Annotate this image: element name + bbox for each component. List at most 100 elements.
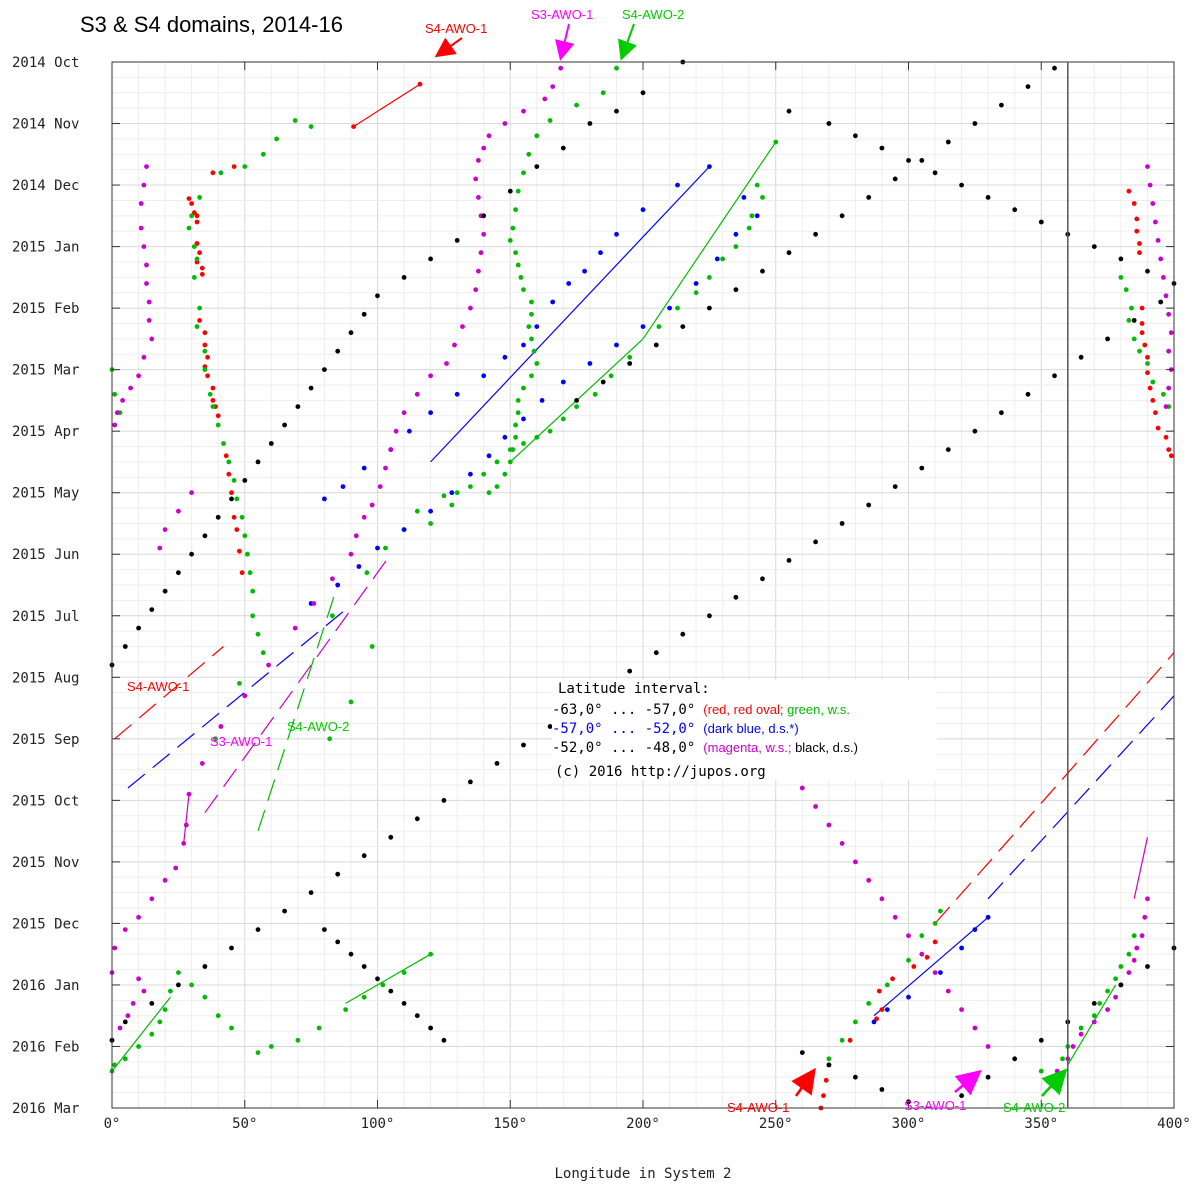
data-point-green xyxy=(1105,988,1110,994)
data-point-blue xyxy=(502,434,508,440)
data-point-green xyxy=(507,238,513,243)
data-point-magenta xyxy=(141,182,147,188)
data-point-black xyxy=(680,631,686,637)
track-line xyxy=(127,609,346,789)
data-point-green xyxy=(189,213,195,219)
data-point-green xyxy=(773,139,779,145)
data-point-green xyxy=(213,736,218,742)
data-point-green xyxy=(608,373,614,379)
data-point-black xyxy=(1038,219,1044,225)
data-point-green xyxy=(234,496,240,502)
data-point-black xyxy=(428,1025,433,1031)
track-line xyxy=(204,553,392,814)
data-point-magenta xyxy=(1166,311,1172,317)
data-point-black xyxy=(122,1019,128,1025)
data-point-green xyxy=(592,391,598,397)
data-point-magenta xyxy=(162,527,168,532)
data-point-red xyxy=(199,271,205,277)
data-point-red xyxy=(197,250,203,256)
y-tick-label: 2015 Jul xyxy=(12,609,79,625)
data-point-green xyxy=(186,225,192,231)
data-point-black xyxy=(760,576,765,582)
data-point-red xyxy=(1126,188,1132,194)
data-point-green xyxy=(513,434,518,440)
data-point-magenta xyxy=(414,391,420,397)
ann-s3awo1-bottom: S3-AWO-1 xyxy=(904,1098,966,1113)
data-point-magenta xyxy=(444,361,449,366)
track-line xyxy=(934,652,1175,924)
data-point-magenta xyxy=(114,410,120,416)
data-point-green xyxy=(250,613,256,619)
data-point-blue xyxy=(714,256,720,262)
data-point-blue xyxy=(587,361,593,366)
data-point-green xyxy=(191,275,197,280)
data-point-green xyxy=(866,1001,872,1006)
data-point-black xyxy=(149,1001,155,1006)
data-point-black xyxy=(653,650,659,656)
track-line xyxy=(353,83,421,128)
legend-row-1: -63,0° ... -57,0° (red, red oval; green,… xyxy=(552,701,850,718)
data-point-green xyxy=(938,908,943,914)
data-point-black xyxy=(375,293,380,299)
data-point-black xyxy=(786,250,792,256)
data-point-black xyxy=(335,871,341,877)
data-point-magenta xyxy=(1163,293,1169,299)
data-point-black xyxy=(242,478,248,483)
data-point-blue xyxy=(449,490,455,496)
data-point-blue xyxy=(468,471,473,477)
data-point-magenta xyxy=(1150,201,1156,206)
data-point-blue xyxy=(566,281,572,286)
data-point-black xyxy=(295,404,301,409)
data-point-magenta xyxy=(112,945,118,951)
data-point-blue xyxy=(871,1019,877,1025)
data-point-green xyxy=(560,416,566,422)
data-point-green xyxy=(231,478,237,483)
track-line xyxy=(257,584,339,832)
data-point-blue xyxy=(693,281,699,286)
data-point-magenta xyxy=(136,976,142,982)
data-point-red xyxy=(417,81,423,87)
legend-range-1: -63,0° ... -57,0° xyxy=(552,702,695,718)
data-point-green xyxy=(1097,1001,1103,1006)
data-point-magenta xyxy=(813,804,818,809)
data-point-green xyxy=(364,570,370,576)
data-point-magenta xyxy=(460,324,465,329)
data-point-black xyxy=(534,164,540,170)
legend-magenta-label: (magenta, w.s.; xyxy=(703,740,795,755)
data-point-green xyxy=(507,447,513,452)
data-point-black xyxy=(839,521,845,526)
track-line xyxy=(114,646,224,740)
data-point-green xyxy=(486,490,492,496)
y-tick-label: 2014 Nov xyxy=(12,117,79,133)
arrow-s4awo2-top xyxy=(618,23,637,61)
data-point-blue xyxy=(707,164,712,170)
data-point-magenta xyxy=(157,545,163,551)
data-point-blue xyxy=(582,268,587,274)
data-point-red xyxy=(205,373,211,379)
data-point-magenta xyxy=(112,422,118,428)
data-point-black xyxy=(322,927,327,932)
data-point-black xyxy=(268,441,274,446)
annotations-middle: S4-AWO-1 S3-AWO-1 S4-AWO-2 xyxy=(127,679,349,749)
data-point-red xyxy=(1139,321,1145,326)
data-point-magenta xyxy=(1139,933,1145,939)
data-point-black xyxy=(388,834,394,840)
data-point-green xyxy=(255,631,261,637)
data-point-black xyxy=(932,170,938,176)
data-point-red xyxy=(215,413,221,419)
data-point-black xyxy=(1012,207,1018,213)
data-point-green xyxy=(529,299,534,305)
grid xyxy=(111,61,1175,1109)
data-point-green xyxy=(760,195,765,200)
data-point-blue xyxy=(375,545,380,551)
data-point-magenta xyxy=(1105,1007,1110,1012)
data-point-blue xyxy=(614,342,619,348)
data-point-black xyxy=(680,324,686,329)
data-point-black xyxy=(176,570,181,576)
data-point-black xyxy=(1091,1001,1097,1006)
x-tick-label: 50° xyxy=(232,1116,257,1132)
data-point-black xyxy=(560,145,566,151)
data-point-blue xyxy=(906,994,911,1000)
data-point-green xyxy=(749,213,755,219)
data-point-black xyxy=(162,588,168,594)
